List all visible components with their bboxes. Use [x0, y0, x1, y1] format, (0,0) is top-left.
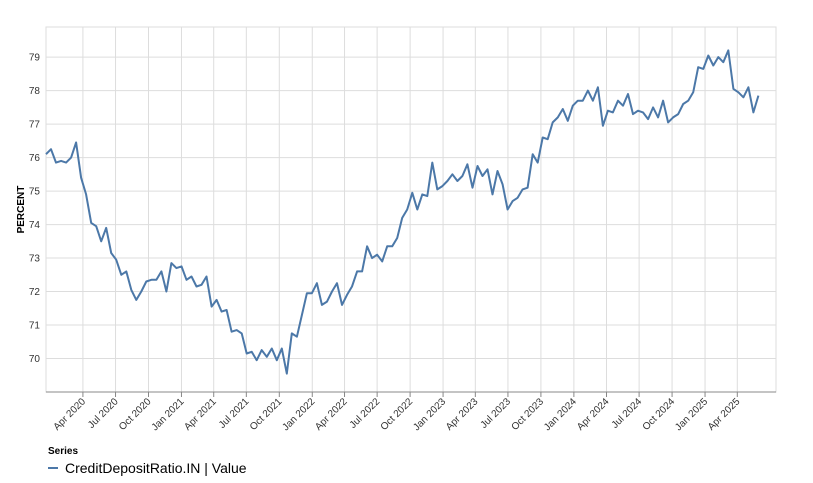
legend-item[interactable]: CreditDepositRatio.IN | Value [48, 460, 247, 476]
series-line [45, 49, 760, 375]
y-tick-label: 71 [29, 321, 41, 332]
x-tick-label: Jan 2022 [281, 396, 318, 433]
legend-title: Series [48, 446, 79, 457]
y-tick-label: 70 [29, 354, 41, 365]
y-axis-ticks: 70 71 72 73 74 75 76 77 78 79 [29, 53, 41, 365]
series-lines [45, 49, 760, 375]
y-tick-label: 74 [29, 220, 41, 231]
x-tick-label: Jan 2024 [542, 396, 579, 433]
y-axis-title: PERCENT [16, 186, 27, 234]
plot-frame [45, 26, 777, 393]
x-tick-label: Oct 2024 [641, 396, 678, 433]
legend-label: CreditDepositRatio.IN | Value [65, 460, 247, 476]
x-tick-label: Apr 2022 [313, 396, 350, 433]
x-tick-label: Jan 2023 [411, 396, 448, 433]
x-gridlines [82, 27, 738, 392]
x-tick-label: Jul 2023 [479, 396, 514, 431]
x-tick-label: Apr 2020 [52, 396, 89, 433]
x-tick-label: Jan 2021 [150, 396, 187, 433]
y-tick-label: 75 [29, 187, 41, 198]
y-tick-label: 77 [29, 120, 41, 131]
x-tick-label: Apr 2025 [706, 396, 743, 433]
x-tick-label: Jul 2021 [217, 396, 252, 431]
x-tick-label: Oct 2020 [117, 396, 154, 433]
x-tick-label: Jul 2020 [86, 396, 121, 431]
y-gridlines [46, 56, 776, 360]
x-tick-label: Jul 2022 [348, 396, 383, 431]
x-tick-label: Oct 2021 [248, 396, 285, 433]
y-tick-label: 73 [29, 254, 41, 265]
x-tick-label: Jan 2025 [673, 396, 710, 433]
x-tick-label: Oct 2022 [379, 396, 416, 433]
x-tick-label: Apr 2023 [444, 396, 481, 433]
x-tick-label: Oct 2023 [510, 396, 547, 433]
x-tick-label: Jul 2024 [610, 396, 645, 431]
x-tick-label: Apr 2021 [182, 396, 219, 433]
y-tick-label: 72 [29, 287, 41, 298]
legend-line-icon [48, 467, 58, 469]
legend: Series CreditDepositRatio.IN | Value [48, 446, 247, 476]
y-tick-label: 79 [29, 53, 41, 64]
x-tick-label: Apr 2024 [575, 396, 612, 433]
y-tick-label: 76 [29, 153, 41, 164]
y-tick-label: 78 [29, 86, 41, 97]
